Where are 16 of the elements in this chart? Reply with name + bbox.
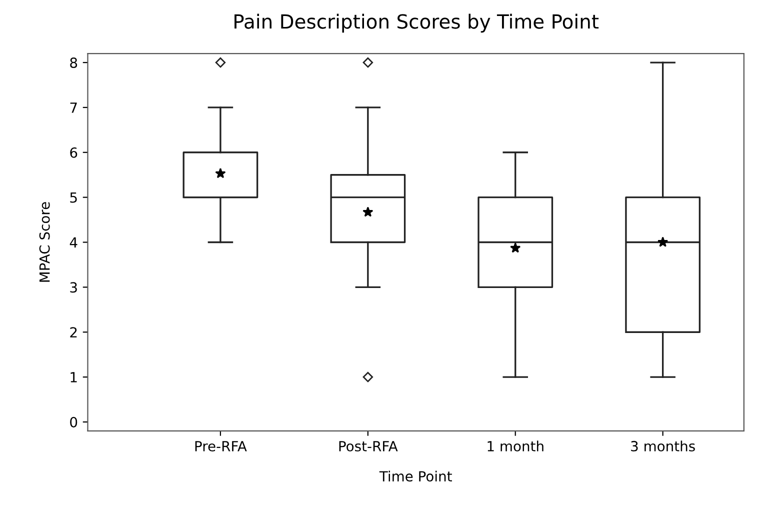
chart-title: Pain Description Scores by Time Point	[234, 14, 599, 33]
y-tick-label: 8	[70, 58, 78, 68]
x-tick-label: Pre-RFA	[195, 441, 247, 452]
x-tick-label: 1 month	[488, 440, 544, 452]
y-tick-label: 7	[70, 102, 77, 113]
y-tick-label: 1	[70, 372, 77, 382]
y-tick-label: 6	[70, 147, 78, 158]
x-axis-title: Time Point	[379, 470, 452, 482]
y-tick-label: 5	[70, 192, 77, 203]
y-axis-title: MPAC Score	[39, 202, 50, 282]
y-tick-label: 0	[70, 416, 78, 428]
y-tick-label: 3	[70, 282, 77, 293]
y-tick-label: 4	[70, 237, 78, 248]
y-tick-label: 2	[70, 327, 77, 338]
x-tick-label: 3 months	[631, 440, 695, 452]
x-tick-label: Post-RFA	[339, 441, 398, 452]
